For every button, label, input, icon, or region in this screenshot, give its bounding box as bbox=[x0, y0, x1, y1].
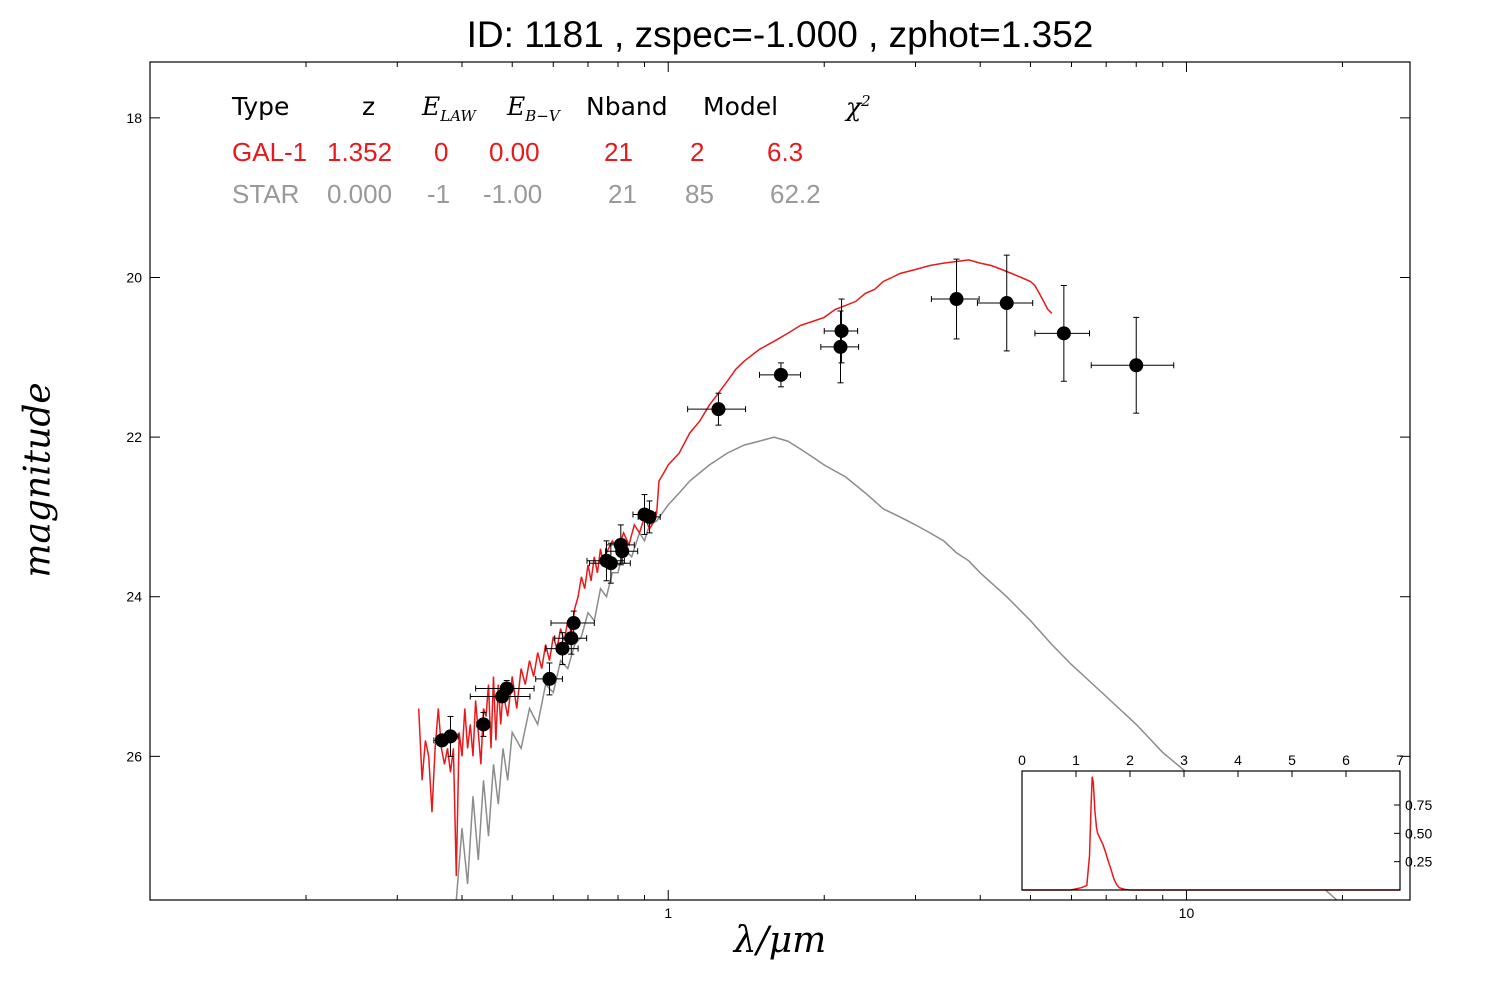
plot-frame bbox=[149, 61, 1411, 901]
table-header-z: z bbox=[362, 92, 376, 121]
data-point bbox=[773, 367, 788, 382]
data-point bbox=[642, 509, 657, 524]
gal-nband: 21 bbox=[604, 137, 633, 167]
inset-x-tick-label: 5 bbox=[1288, 752, 1296, 768]
data-point bbox=[999, 296, 1014, 311]
inset-x-tick-label: 1 bbox=[1072, 752, 1080, 768]
inset-x-tick-label: 4 bbox=[1234, 752, 1242, 768]
y-tick-label: 22 bbox=[126, 429, 142, 445]
data-point bbox=[833, 339, 848, 354]
data-point bbox=[603, 556, 618, 571]
table-header-nband: Nband bbox=[586, 92, 668, 121]
gal-ebv: 0.00 bbox=[489, 137, 540, 167]
gal-z: 1.352 bbox=[327, 137, 393, 167]
chart-title: ID: 1181 , zspec=-1.000 , zphot=1.352 bbox=[466, 14, 1094, 55]
gal-chi2: 6.3 bbox=[767, 137, 804, 167]
galaxy-model-line bbox=[417, 259, 1053, 877]
data-point bbox=[443, 729, 458, 744]
inset-x-tick-label: 0 bbox=[1018, 752, 1026, 768]
inset-pdf-line bbox=[1022, 776, 1400, 891]
table-header-chi2: χ2 bbox=[846, 92, 871, 122]
data-point bbox=[949, 292, 964, 307]
star-z: 0.000 bbox=[327, 179, 393, 209]
data-point bbox=[542, 671, 557, 686]
inset-y-tick-label: 0.25 bbox=[1405, 854, 1432, 870]
x-axis-label: λ/μm bbox=[733, 920, 827, 961]
star-ebv: -1.00 bbox=[483, 179, 543, 209]
x-tick-label: 10 bbox=[1179, 905, 1195, 921]
gal-model: 2 bbox=[690, 137, 705, 167]
table-header-model: Model bbox=[703, 92, 779, 121]
star-nband: 21 bbox=[608, 179, 637, 209]
data-point bbox=[499, 681, 514, 696]
inset-background bbox=[1022, 771, 1400, 890]
table-header-type: Type bbox=[232, 92, 290, 121]
data-point bbox=[834, 323, 849, 338]
data-point bbox=[615, 544, 630, 559]
x-tick-label: 1 bbox=[664, 905, 672, 921]
data-point bbox=[476, 717, 491, 732]
data-point bbox=[1056, 326, 1071, 341]
y-tick-label: 18 bbox=[126, 110, 142, 126]
inset-y-tick-label: 0.75 bbox=[1405, 797, 1432, 813]
inset-x-tick-label: 3 bbox=[1180, 752, 1188, 768]
y-tick-label: 20 bbox=[126, 269, 142, 285]
y-tick-label: 26 bbox=[126, 748, 142, 764]
star-chi2: 62.2 bbox=[770, 179, 821, 209]
data-point bbox=[1129, 358, 1144, 373]
gal-elaw: 0 bbox=[434, 137, 449, 167]
inset-x-tick-label: 6 bbox=[1342, 752, 1350, 768]
inset-x-tick-label: 7 bbox=[1396, 752, 1404, 768]
star-model-line bbox=[455, 436, 1338, 900]
inset-x-tick-label: 2 bbox=[1126, 752, 1134, 768]
gal-type: GAL-1 bbox=[232, 137, 308, 167]
inset-y-tick-label: 0.50 bbox=[1405, 825, 1432, 841]
data-point bbox=[564, 631, 579, 646]
table-header-ebv: EB−V bbox=[507, 92, 560, 125]
data-point bbox=[711, 402, 726, 417]
data-point bbox=[566, 616, 581, 631]
inset-frame bbox=[1021, 770, 1401, 891]
star-elaw: -1 bbox=[427, 179, 451, 209]
star-type: STAR bbox=[232, 179, 300, 209]
star-model: 85 bbox=[685, 179, 714, 209]
data-point bbox=[555, 641, 570, 656]
table-header-elaw: ELAW bbox=[422, 92, 476, 125]
y-tick-label: 24 bbox=[126, 589, 142, 605]
